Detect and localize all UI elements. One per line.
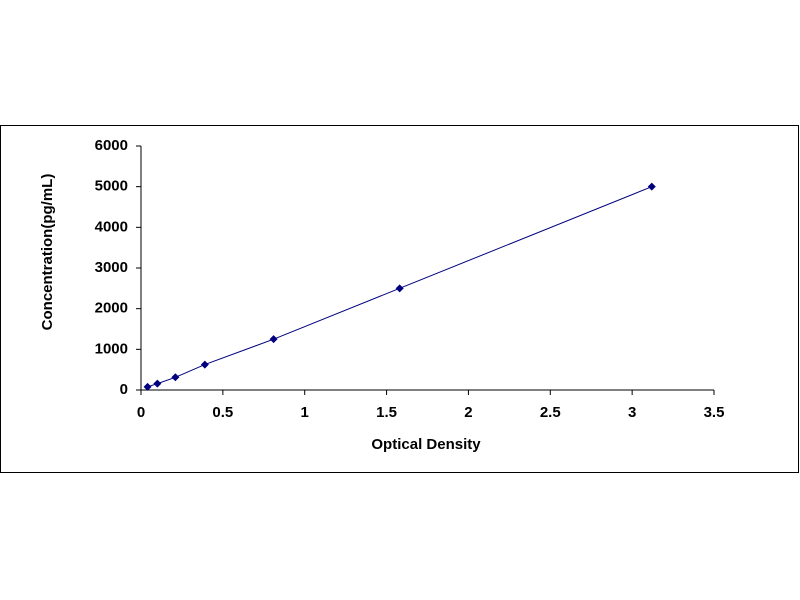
data-point: [153, 379, 162, 388]
data-point: [269, 335, 278, 344]
data-point: [143, 382, 152, 391]
y-tick-label: 6000: [95, 137, 128, 154]
x-tick-label: 2.5: [540, 404, 561, 421]
data-point: [171, 373, 180, 382]
y-tick-label: 3000: [95, 259, 128, 276]
x-tick-label: 1.5: [376, 404, 397, 421]
data-point: [200, 360, 209, 369]
y-tick-label: 2000: [95, 300, 128, 317]
x-tick-label: 1: [301, 404, 309, 421]
y-tick-label: 5000: [95, 178, 128, 195]
y-tick-label: 0: [120, 381, 128, 398]
x-tick-label: 2: [464, 404, 472, 421]
data-point: [395, 284, 404, 293]
data-point: [647, 182, 656, 191]
chart-frame: [0, 125, 799, 473]
y-axis-title: Concentration(pg/mL): [39, 174, 56, 331]
x-tick-label: 3.5: [704, 404, 725, 421]
y-tick-label: 1000: [95, 340, 128, 357]
x-tick-label: 0: [137, 404, 145, 421]
x-tick-label: 3: [628, 404, 636, 421]
x-axis-title: Optical Density: [371, 436, 481, 453]
y-tick-label: 4000: [95, 218, 128, 235]
x-tick-label: 0.5: [212, 404, 233, 421]
